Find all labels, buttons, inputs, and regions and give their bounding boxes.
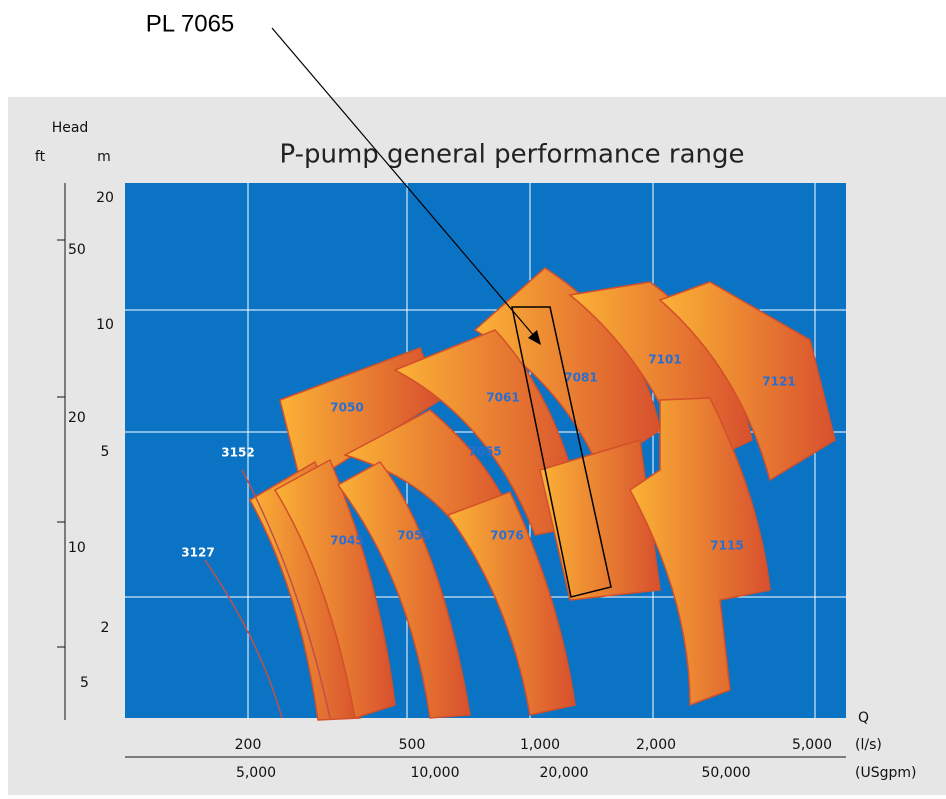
tick-label: 5,000 (792, 737, 832, 753)
unit-label: (l/s) (855, 737, 882, 753)
page: 7050 7061 7081 7101 7121 7055 3152 3127 … (0, 0, 946, 795)
tick-label: 10,000 (411, 765, 460, 781)
y-unit: ft (35, 149, 46, 165)
region-label: 7076 (490, 529, 523, 543)
region-label: 7045 (330, 534, 363, 548)
tick-label: 20,000 (540, 765, 589, 781)
y-axis-title: Head (52, 120, 89, 136)
region-label: 7055 (468, 445, 501, 459)
tick-label: 10 (96, 317, 114, 333)
tick-label: 20 (68, 410, 86, 426)
tick-label: 5 (80, 675, 89, 691)
x-axis-title: Q (858, 710, 869, 726)
region-label: 3152 (221, 446, 254, 460)
tick-label: 20 (96, 190, 114, 206)
tick-label: 10 (68, 540, 86, 556)
region-label: 7115 (710, 539, 743, 553)
region-label: 7101 (648, 353, 681, 367)
callout: PL 7065 (146, 10, 235, 37)
region-label: 7121 (762, 375, 795, 389)
tick-label: 200 (235, 737, 262, 753)
tick-label: 1,000 (520, 737, 560, 753)
region-label: 7081 (564, 371, 597, 385)
region-label: 7050 (330, 401, 363, 415)
tick-label: 50 (68, 242, 86, 258)
chart-title: P-pump general performance range (279, 140, 744, 170)
tick-label: 5,000 (236, 765, 276, 781)
y-unit: m (97, 149, 111, 165)
region-label: 7055 (397, 529, 430, 543)
tick-label: 50,000 (702, 765, 751, 781)
region-label: 3127 (181, 546, 214, 560)
unit-label: (USgpm) (855, 765, 916, 781)
tick-label: 2 (101, 620, 110, 636)
tick-label: 2,000 (636, 737, 676, 753)
region-label: 7061 (486, 391, 519, 405)
tick-label: 500 (399, 737, 426, 753)
tick-label: 5 (101, 444, 110, 460)
